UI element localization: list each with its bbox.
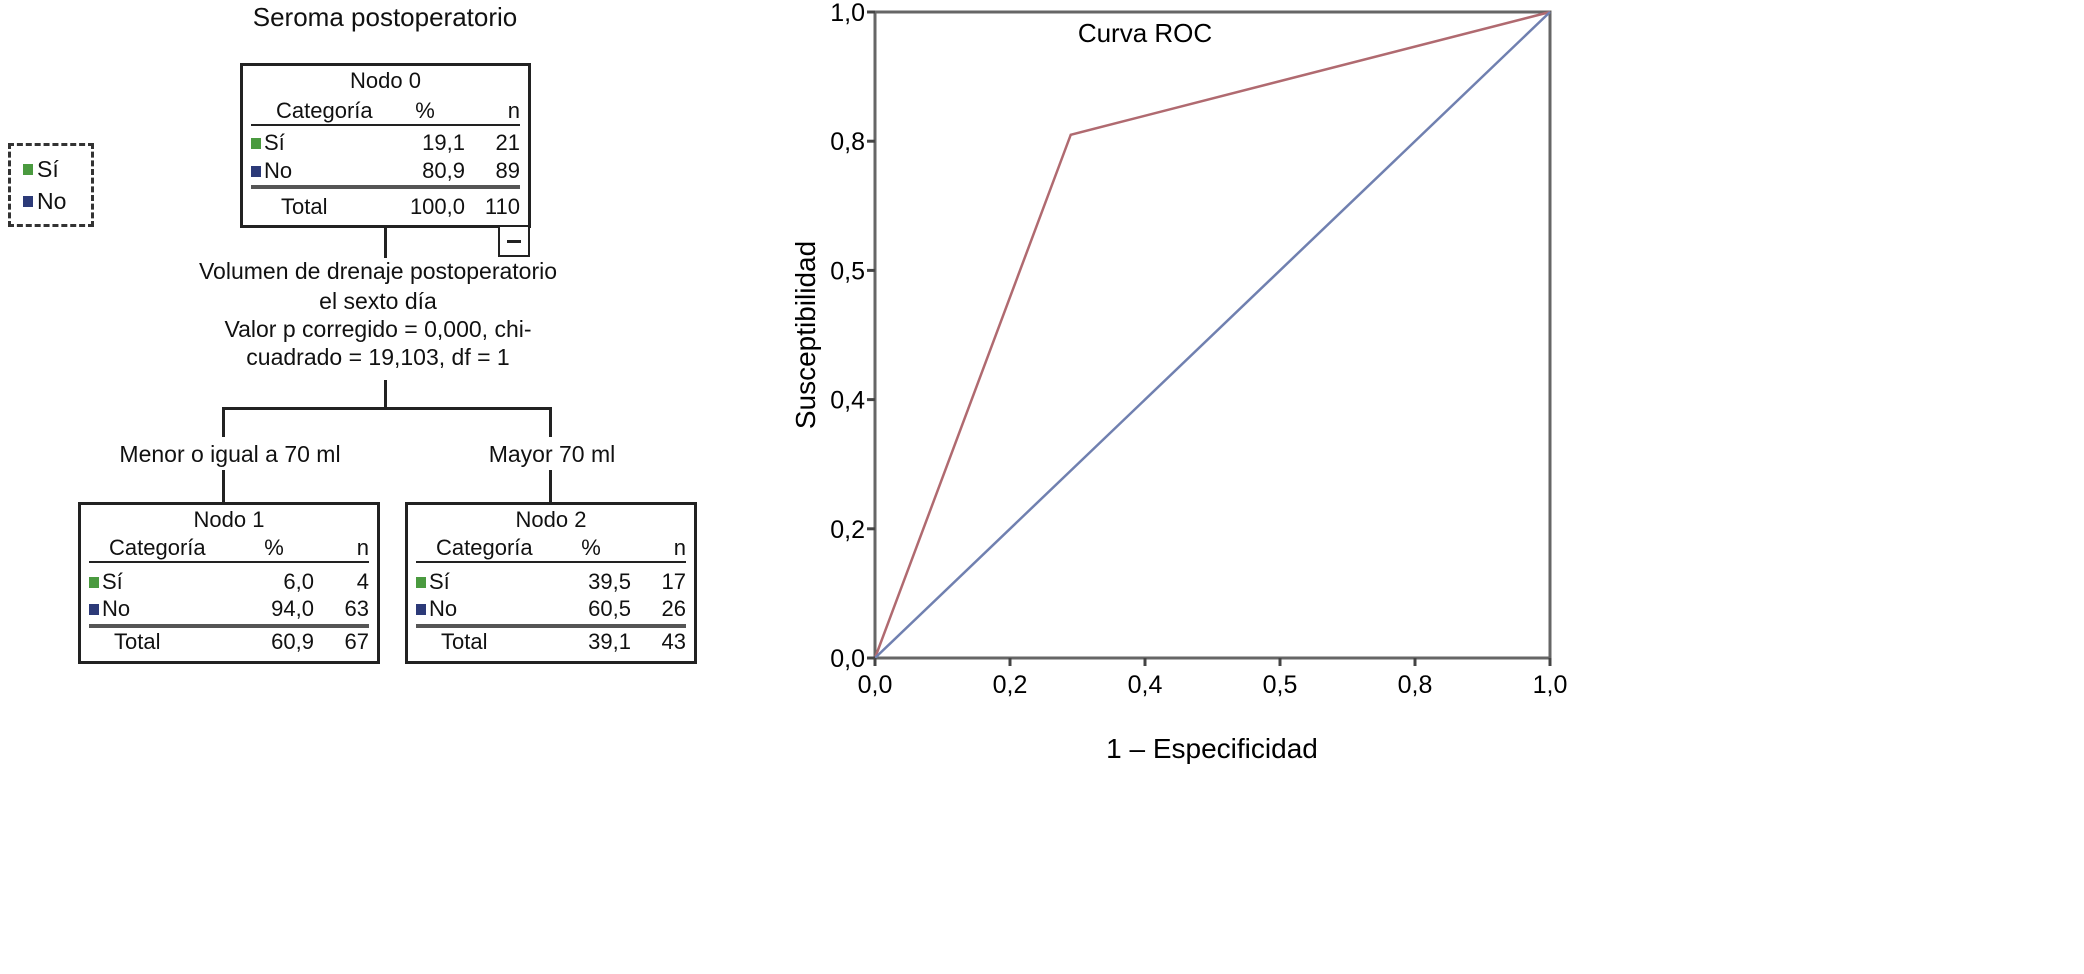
y-tick-label: 0,4 — [830, 387, 865, 415]
total-label: Total — [114, 629, 161, 654]
y-tick-label: 0,5 — [830, 257, 865, 285]
total-percent: 100,0 — [409, 194, 465, 219]
row-n: 17 — [661, 569, 686, 594]
row-n: 63 — [344, 596, 369, 621]
row-percent: 60,5 — [588, 596, 631, 621]
header-n: n — [356, 535, 369, 560]
row-percent: 19,1 — [422, 130, 465, 155]
total-percent: 60,9 — [271, 629, 314, 654]
node-1: Nodo 1 Categoría% n Sí 6,0 4 No 94,0 63 Total… — [78, 502, 380, 664]
total-percent: 39,1 — [588, 629, 631, 654]
y-tick-label: 0,8 — [830, 128, 865, 156]
branch-label-left: Menor o igual a 70 ml — [119, 441, 341, 467]
split-stats-2: cuadrado = 19,103, df = 1 — [246, 344, 510, 370]
split-variable-2: el sexto día — [319, 288, 437, 314]
chart-title: Curva ROC — [1078, 18, 1212, 48]
collapse-node-button[interactable] — [498, 225, 530, 257]
total-n: 67 — [344, 629, 369, 654]
node-title: Nodo 0 — [350, 68, 421, 93]
row-n: 4 — [356, 569, 369, 594]
total-label: Total — [281, 194, 328, 219]
split-stats: Valor p corregido = 0,000, chi- — [224, 316, 532, 342]
row-category: Sí — [429, 569, 450, 594]
row-n: 89 — [495, 158, 520, 183]
green-swatch-icon — [89, 576, 99, 588]
x-tick-label: 0,0 — [858, 671, 893, 699]
row-n: 26 — [661, 596, 686, 621]
header-category: Categoría — [109, 535, 206, 560]
reference-diagonal-line — [874, 11, 1551, 659]
node-2: Nodo 2 Categoría% n Sí 39,5 17 No 60,5 26 Tot… — [405, 502, 697, 664]
legend-item-si: Sí — [23, 156, 59, 183]
x-tick-label: 0,4 — [1128, 671, 1163, 699]
plot-frame — [873, 10, 1552, 660]
row-percent: 39,5 — [588, 569, 631, 594]
node-title: Nodo 2 — [515, 507, 587, 532]
header-n: n — [673, 535, 686, 560]
header-percent: % — [415, 98, 435, 123]
row-percent: 80,9 — [422, 158, 465, 183]
y-tick-label: 0,2 — [830, 516, 865, 544]
y-axis-label: Susceptibilidad — [790, 241, 821, 429]
row-category: No — [264, 158, 293, 183]
header-category: Categoría — [436, 535, 533, 560]
green-swatch-icon — [416, 576, 426, 588]
split-variable: Volumen de drenaje postoperatorio — [198, 258, 558, 284]
x-tick-label: 0,2 — [993, 671, 1028, 699]
legend-item-no: No — [23, 188, 66, 215]
header-percent: % — [264, 535, 284, 560]
blue-swatch-icon — [251, 165, 261, 177]
header-n: n — [507, 98, 520, 123]
total-label: Total — [441, 629, 488, 654]
total-n: 43 — [661, 629, 686, 654]
node-0: Nodo 0 Categoría% n Sí 19,1 21 No 80,9 89 Tot… — [240, 63, 531, 228]
x-tick-label: 0,5 — [1263, 671, 1298, 699]
tree-title: Seroma postoperatorio — [252, 2, 518, 32]
y-tick-label: 0,0 — [830, 645, 865, 673]
row-category: Sí — [102, 569, 123, 594]
x-axis-label: 1 – Especificidad — [1106, 733, 1318, 764]
green-swatch-icon — [251, 137, 261, 149]
row-category: Sí — [264, 130, 285, 155]
blue-swatch-icon — [89, 603, 99, 615]
row-category: No — [102, 596, 131, 621]
green-swatch-icon — [23, 164, 33, 175]
header-percent: % — [581, 535, 601, 560]
total-n: 110 — [484, 194, 520, 219]
blue-swatch-icon — [416, 603, 426, 615]
branch-label-right: Mayor 70 ml — [488, 441, 616, 467]
y-tick-label: 1,0 — [830, 0, 865, 27]
row-category: No — [429, 596, 458, 621]
row-percent: 6,0 — [283, 569, 314, 594]
legend-label: No — [37, 188, 67, 214]
roc-curve-line — [873, 10, 1551, 659]
row-percent: 94,0 — [271, 596, 314, 621]
node-title: Nodo 1 — [193, 507, 265, 532]
row-n: 21 — [495, 130, 520, 155]
blue-swatch-icon — [23, 196, 33, 207]
header-category: Categoría — [276, 98, 373, 123]
x-tick-label: 0,8 — [1398, 671, 1433, 699]
legend: Sí No — [8, 143, 94, 227]
x-tick-label: 1,0 — [1533, 671, 1568, 699]
legend-label: Sí — [37, 156, 59, 182]
